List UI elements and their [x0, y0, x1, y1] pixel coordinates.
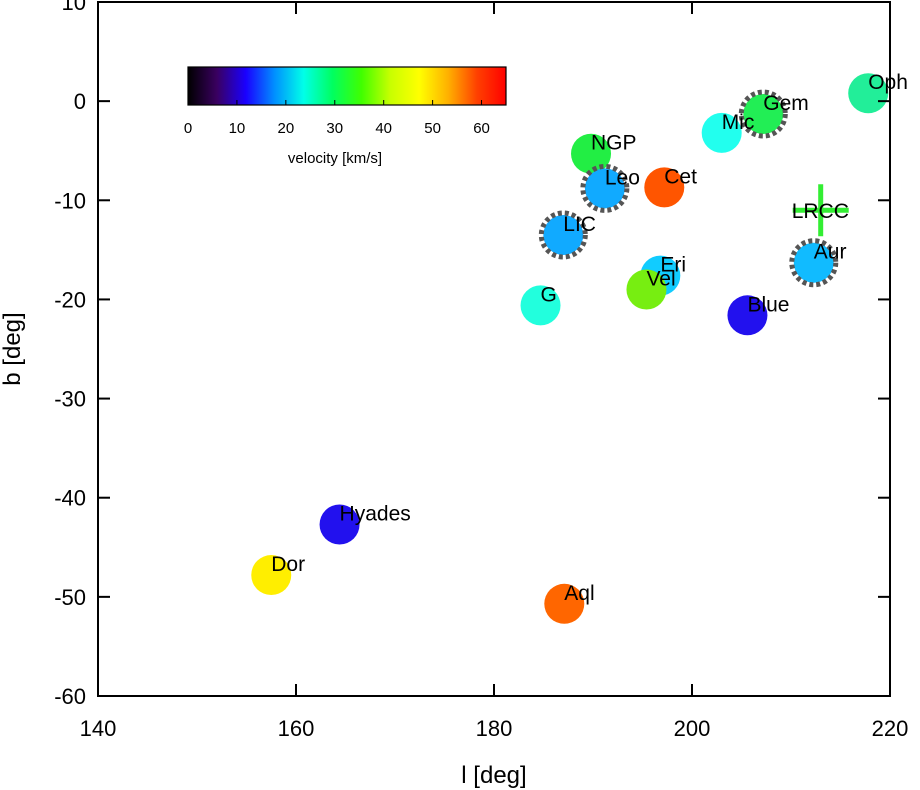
colorbar-title: velocity [km/s]	[288, 150, 382, 167]
y-tick-label: -20	[54, 287, 86, 312]
point-label-aql: Aql	[564, 582, 594, 605]
data-point-ring-aur	[789, 238, 839, 288]
data-point-oph	[848, 73, 889, 114]
axis-ticks	[97, 1, 891, 697]
point-label-gem: Gem	[763, 92, 809, 115]
data-point-aur	[793, 242, 834, 283]
point-label-lic: LIC	[563, 213, 596, 236]
point-label-vel: Vel	[646, 268, 675, 291]
data-point-vel	[626, 269, 667, 310]
x-tick-label: 180	[476, 716, 513, 741]
point-label-cet: Cet	[664, 165, 697, 188]
x-tick-label: 160	[278, 716, 315, 741]
colorbar-tick-label: 0	[184, 120, 192, 137]
data-point-leo	[584, 168, 625, 209]
data-point-lic	[543, 214, 584, 255]
point-label-hyades: Hyades	[340, 502, 411, 525]
y-tick-label: -60	[54, 684, 86, 709]
data-point-dor	[251, 555, 292, 596]
data-point-cet	[644, 167, 685, 208]
point-label-oph: Oph	[868, 71, 908, 94]
data-point-ring-lic	[538, 210, 588, 260]
colorbar-tick-label: 50	[424, 120, 441, 137]
point-label-mic: Mic	[722, 111, 755, 134]
data-point-g	[520, 285, 561, 326]
data-point-mic	[701, 112, 742, 153]
point-label-ngp: NGP	[591, 132, 637, 155]
point-label-leo: Leo	[605, 166, 640, 189]
data-point-ngp	[571, 133, 612, 174]
data-point-aql	[544, 583, 585, 624]
point-label-g: G	[541, 283, 557, 306]
markers-layer	[792, 184, 849, 237]
colorbar-tick-label: 40	[375, 120, 392, 137]
colorbar-tick-label: 60	[473, 120, 490, 137]
y-tick-label: -10	[54, 188, 86, 213]
data-point-ring-leo	[580, 163, 630, 213]
point-label-dor: Dor	[271, 553, 305, 576]
colorbar: 0 10 20 30 40 50 60 velocity [km/s]	[184, 66, 507, 167]
colorbar-gradient	[187, 66, 507, 106]
point-label-aur: Aur	[814, 241, 847, 264]
y-tick-label: -30	[54, 387, 86, 412]
data-point-blue	[727, 295, 768, 336]
points-layer	[251, 73, 889, 624]
point-label-blue: Blue	[747, 293, 789, 316]
colorbar-tick-label: 20	[278, 120, 295, 137]
marker-label-lrcc: LRCC	[792, 200, 849, 223]
colorbar-tick-label: 30	[326, 120, 343, 137]
data-point-gem	[743, 94, 784, 135]
y-tick-label: 10	[62, 0, 86, 15]
colorbar-ticks: 0 10 20 30 40 50 60	[184, 100, 490, 137]
x-tick-label: 200	[674, 716, 711, 741]
x-tick-label: 140	[80, 716, 117, 741]
x-axis-label: l [deg]	[461, 762, 526, 789]
y-axis-label: b [deg]	[0, 312, 26, 385]
colorbar-tick-label: 10	[229, 120, 246, 137]
point-label-eri: Eri	[660, 254, 686, 277]
x-tick-label: 220	[872, 716, 909, 741]
y-tick-label: -50	[54, 585, 86, 610]
data-point-hyades	[319, 504, 360, 545]
y-tick-label: 0	[74, 89, 86, 114]
y-tick-label: -40	[54, 486, 86, 511]
